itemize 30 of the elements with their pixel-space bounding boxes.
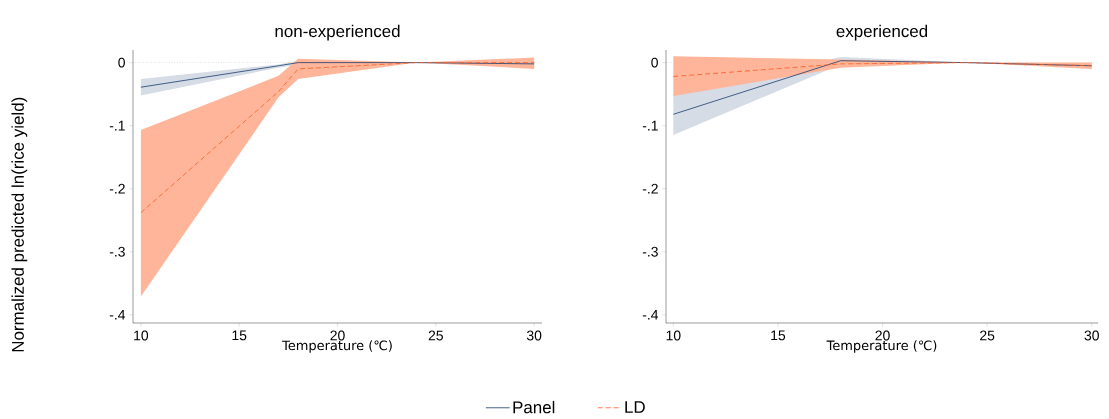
line-series — [140, 62, 535, 88]
x-tick-label: 20 — [875, 330, 890, 341]
y-tick-label: 0 — [118, 57, 125, 68]
line-series — [140, 62, 535, 214]
y-tick-label: -.2 — [642, 183, 658, 194]
x-axis-title: Temperature (℃) — [282, 340, 392, 353]
x-tick-label: 25 — [980, 330, 995, 341]
y-tick-label: -.3 — [109, 246, 125, 257]
legend-label: LD — [625, 401, 645, 413]
y-tick-label: -.4 — [642, 310, 659, 320]
x-tick-label: 30 — [1084, 330, 1099, 341]
y-tick-label: 0 — [651, 57, 658, 68]
x-tick-label: 20 — [330, 330, 345, 341]
y-tick-label: -.1 — [109, 120, 125, 131]
x-tick-label: 30 — [526, 330, 542, 341]
chart-title: experienced — [836, 24, 928, 41]
y-tick-label: -.4 — [109, 310, 126, 320]
y-axis-title: Normalized predicted ln(rice yield) — [11, 97, 28, 352]
line-series — [672, 62, 1093, 77]
chart-title: non-experienced — [275, 24, 400, 41]
x-tick-label: 10 — [666, 330, 681, 341]
x-axis-title: Temperature (℃) — [826, 340, 937, 353]
legend-label: Panel — [513, 400, 555, 414]
x-tick-label: 15 — [771, 330, 786, 341]
x-tick-label: 15 — [232, 330, 247, 341]
x-tick-label: 25 — [428, 330, 443, 341]
y-tick-label: -.3 — [642, 246, 658, 257]
x-tick-label: 10 — [134, 330, 149, 341]
y-tick-label: -.1 — [642, 120, 658, 131]
y-tick-label: -.2 — [109, 183, 125, 194]
